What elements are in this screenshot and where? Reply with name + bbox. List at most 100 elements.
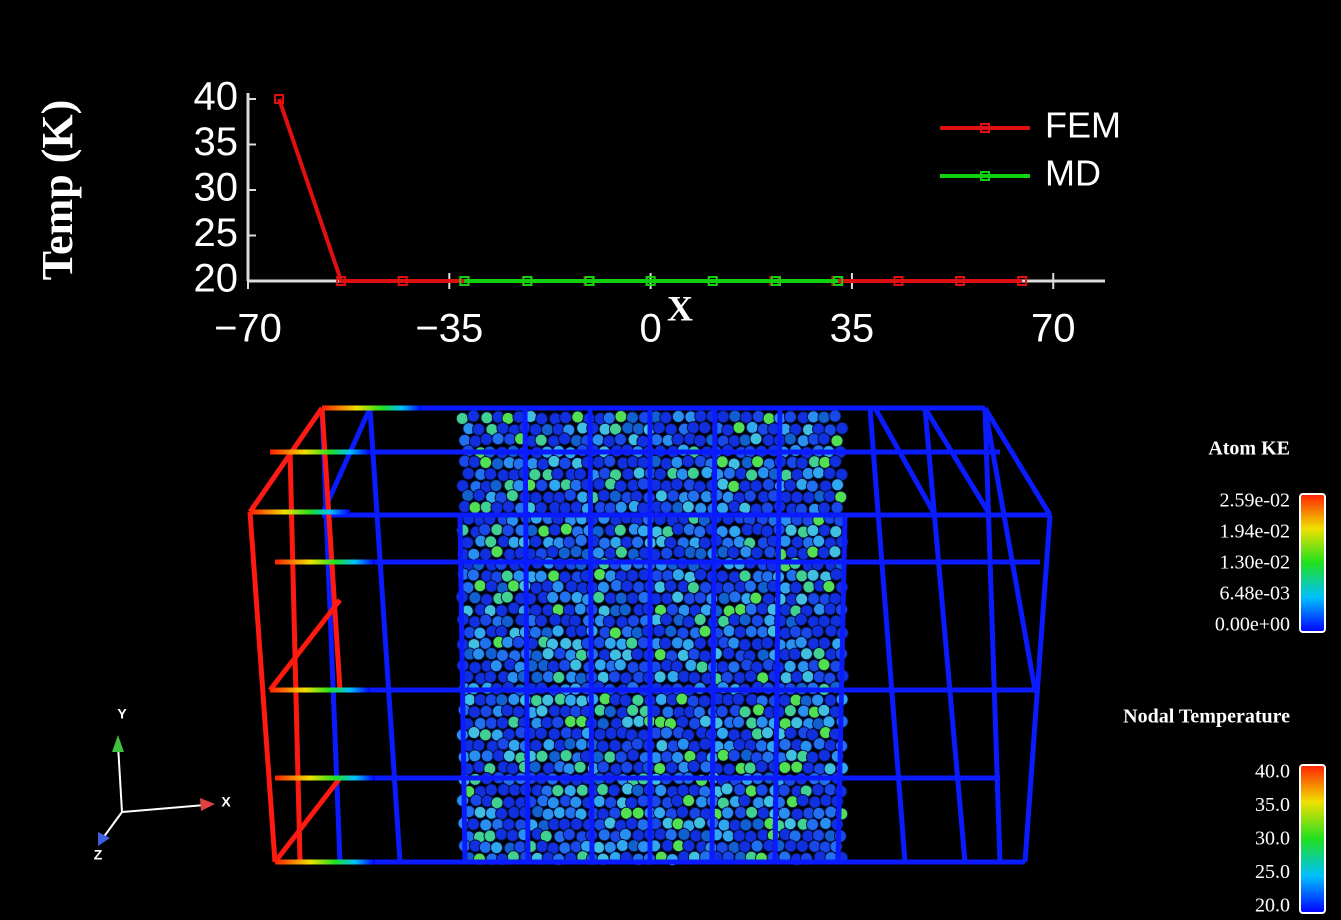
atom bbox=[693, 591, 707, 605]
atom bbox=[500, 590, 514, 604]
atom bbox=[495, 604, 509, 618]
atom bbox=[480, 411, 494, 425]
atom bbox=[822, 579, 836, 593]
atom bbox=[687, 759, 701, 773]
atom bbox=[603, 636, 617, 650]
colorbar-label: 6.48e-03 bbox=[1219, 583, 1290, 605]
atom bbox=[500, 704, 514, 718]
atom bbox=[548, 478, 562, 492]
wireframe-edge bbox=[922, 406, 993, 517]
atom bbox=[698, 649, 712, 663]
legend-marker bbox=[980, 171, 990, 181]
atom bbox=[466, 817, 480, 831]
atom bbox=[750, 546, 764, 560]
atom bbox=[687, 647, 701, 661]
atom bbox=[603, 816, 617, 830]
atom bbox=[777, 806, 791, 820]
atom bbox=[507, 692, 521, 706]
atom bbox=[799, 647, 813, 661]
wireframe-edge bbox=[367, 407, 403, 863]
atom bbox=[671, 590, 685, 604]
atom bbox=[621, 467, 635, 481]
wireframe-edge bbox=[1022, 514, 1053, 863]
atom bbox=[817, 410, 831, 424]
atom bbox=[592, 455, 606, 469]
atom bbox=[783, 817, 797, 831]
atom bbox=[763, 545, 777, 559]
atom bbox=[528, 468, 542, 482]
atom bbox=[619, 671, 633, 685]
atom bbox=[666, 489, 680, 503]
wireframe-edge bbox=[835, 514, 848, 863]
atom bbox=[614, 479, 628, 493]
atom bbox=[575, 783, 589, 797]
colorbar-label: 40.0 bbox=[1255, 761, 1290, 783]
atom bbox=[483, 670, 497, 684]
atom bbox=[715, 704, 729, 718]
colorbar-title: Nodal Temperature bbox=[1123, 706, 1290, 728]
atom bbox=[743, 761, 757, 775]
atom bbox=[548, 704, 562, 718]
atom bbox=[607, 783, 621, 797]
atom bbox=[501, 523, 515, 537]
atom bbox=[788, 647, 802, 661]
atom bbox=[778, 760, 792, 774]
atom bbox=[751, 455, 765, 469]
atom bbox=[823, 466, 837, 480]
atom bbox=[824, 805, 838, 819]
atom bbox=[551, 784, 565, 798]
atom bbox=[661, 705, 675, 719]
wireframe-edge bbox=[287, 449, 303, 861]
atom bbox=[760, 501, 774, 515]
atom bbox=[671, 817, 685, 831]
wireframe-edge bbox=[587, 407, 595, 863]
atom bbox=[818, 523, 832, 537]
atom bbox=[796, 434, 810, 448]
atom bbox=[721, 829, 735, 843]
atom bbox=[817, 658, 831, 672]
atom bbox=[594, 658, 608, 672]
atom bbox=[654, 489, 668, 503]
atom bbox=[547, 454, 561, 468]
atom bbox=[490, 501, 504, 515]
data-point bbox=[397, 276, 408, 286]
atom bbox=[479, 613, 493, 627]
atom bbox=[466, 568, 480, 582]
atom bbox=[794, 612, 808, 626]
atom bbox=[551, 715, 565, 729]
atom bbox=[732, 829, 746, 843]
atom bbox=[722, 646, 736, 660]
atom bbox=[614, 500, 628, 514]
atom bbox=[503, 432, 517, 446]
y-tick-label: 40 bbox=[194, 75, 239, 119]
y-tick-label: 20 bbox=[194, 257, 239, 301]
data-point bbox=[274, 94, 285, 104]
atom bbox=[596, 783, 610, 797]
atom bbox=[489, 659, 503, 673]
atom bbox=[592, 635, 606, 649]
atom bbox=[528, 760, 542, 774]
atom bbox=[661, 839, 675, 853]
atom bbox=[693, 480, 707, 494]
atom bbox=[529, 739, 543, 753]
atom bbox=[686, 421, 700, 435]
atom bbox=[484, 579, 498, 593]
atom bbox=[569, 658, 583, 672]
atom bbox=[660, 592, 674, 606]
atom bbox=[756, 806, 770, 820]
atom bbox=[507, 579, 521, 593]
data-point bbox=[459, 276, 470, 286]
atom bbox=[502, 749, 516, 763]
atom bbox=[501, 635, 515, 649]
atom bbox=[738, 705, 752, 719]
y-tick-label: 30 bbox=[194, 166, 239, 210]
wireframe-edge bbox=[522, 407, 531, 863]
atom bbox=[750, 839, 764, 853]
x-axis-label: X bbox=[667, 288, 693, 328]
wireframe-edge bbox=[319, 407, 343, 691]
atom bbox=[479, 704, 493, 718]
atom bbox=[659, 500, 673, 514]
atom bbox=[494, 827, 508, 841]
x-tick-label: 0 bbox=[639, 307, 661, 351]
